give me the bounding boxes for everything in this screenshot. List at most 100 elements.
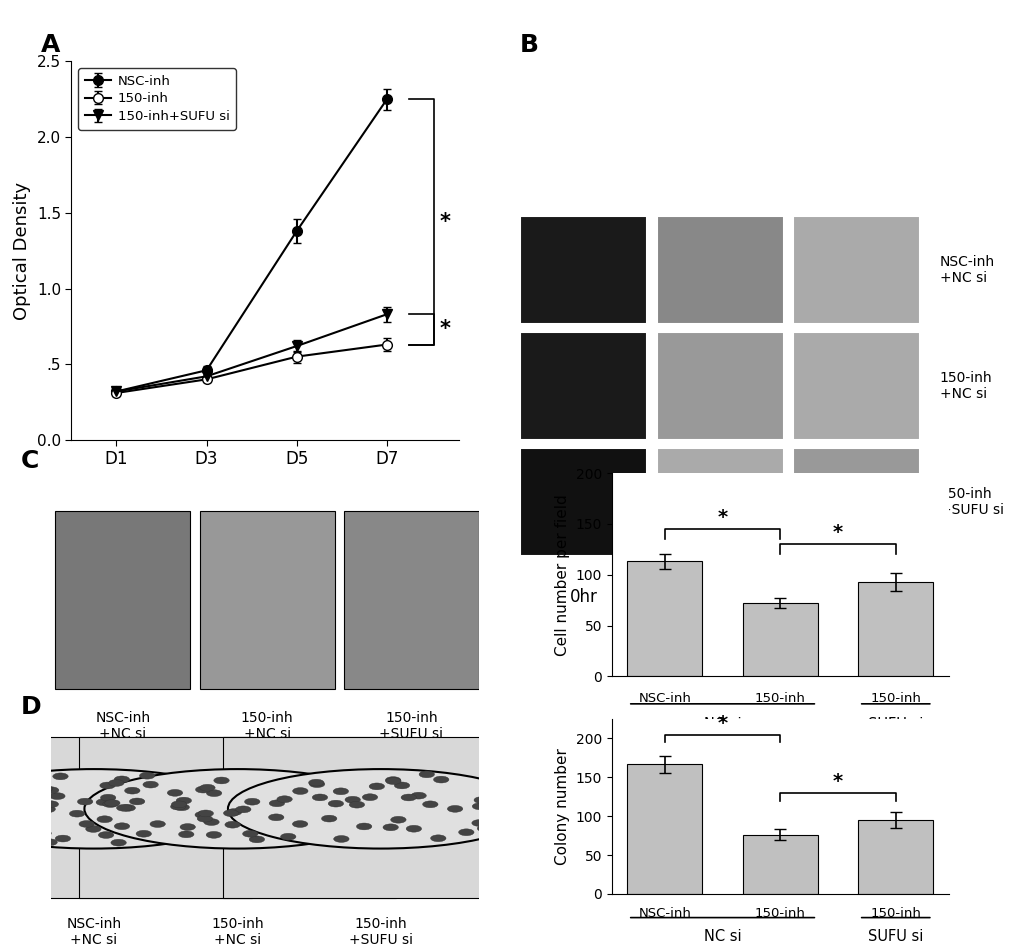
Circle shape — [348, 801, 364, 808]
Circle shape — [136, 831, 152, 837]
Ellipse shape — [0, 769, 247, 849]
FancyBboxPatch shape — [520, 448, 647, 556]
Circle shape — [0, 780, 15, 786]
Circle shape — [206, 832, 221, 838]
Circle shape — [344, 797, 360, 803]
Circle shape — [195, 812, 210, 818]
Circle shape — [276, 796, 292, 802]
Text: NC si: NC si — [703, 717, 741, 732]
Circle shape — [214, 777, 229, 784]
Circle shape — [333, 788, 348, 795]
Text: 150-inh: 150-inh — [754, 907, 805, 920]
Circle shape — [111, 839, 126, 846]
FancyBboxPatch shape — [200, 511, 334, 689]
Circle shape — [400, 794, 416, 801]
Circle shape — [43, 801, 58, 808]
Text: NSC-inh
+NC si: NSC-inh +NC si — [66, 917, 121, 946]
Text: 24hr: 24hr — [700, 588, 739, 606]
Circle shape — [100, 795, 116, 801]
Text: 150-inh
+SUFU si: 150-inh +SUFU si — [348, 917, 413, 946]
Bar — [742, 604, 817, 676]
Text: *: * — [833, 772, 843, 791]
Text: 48hr: 48hr — [837, 588, 875, 606]
Circle shape — [105, 799, 120, 806]
Circle shape — [36, 830, 51, 836]
Circle shape — [42, 839, 57, 846]
Text: 150-inh
+NC si: 150-inh +NC si — [240, 711, 293, 741]
Circle shape — [472, 803, 487, 810]
Circle shape — [196, 786, 211, 793]
Circle shape — [356, 823, 372, 830]
Circle shape — [447, 805, 463, 813]
Circle shape — [503, 821, 519, 828]
Circle shape — [116, 804, 131, 812]
Circle shape — [150, 820, 165, 828]
Circle shape — [328, 800, 343, 807]
Circle shape — [197, 815, 212, 822]
Circle shape — [143, 781, 158, 788]
Text: 0hr: 0hr — [570, 588, 597, 606]
Circle shape — [33, 796, 48, 802]
Circle shape — [390, 816, 406, 823]
Circle shape — [114, 823, 129, 830]
Circle shape — [100, 782, 115, 789]
Circle shape — [140, 772, 155, 780]
Text: NSC-inh
+NC si: NSC-inh +NC si — [95, 711, 150, 741]
Circle shape — [382, 824, 398, 831]
Circle shape — [369, 783, 384, 790]
Circle shape — [499, 812, 516, 819]
FancyBboxPatch shape — [78, 737, 395, 898]
Circle shape — [422, 801, 437, 808]
Circle shape — [53, 773, 68, 780]
Circle shape — [69, 810, 85, 817]
Text: 150-inh: 150-inh — [869, 907, 920, 920]
Legend: NSC-inh, 150-inh, 150-inh+SUFU si: NSC-inh, 150-inh, 150-inh+SUFU si — [77, 68, 235, 130]
Circle shape — [120, 804, 136, 812]
FancyBboxPatch shape — [793, 448, 919, 556]
Y-axis label: Colony number: Colony number — [554, 748, 570, 865]
Circle shape — [505, 791, 521, 797]
Circle shape — [477, 825, 492, 832]
Circle shape — [198, 810, 213, 816]
Text: 150-inh
+SUFU si: 150-inh +SUFU si — [938, 487, 1003, 517]
Circle shape — [292, 788, 308, 795]
Circle shape — [309, 780, 324, 787]
Circle shape — [78, 820, 95, 828]
Circle shape — [223, 810, 238, 816]
Text: NSC-inh: NSC-inh — [638, 692, 691, 705]
Circle shape — [430, 835, 445, 842]
Circle shape — [411, 792, 426, 799]
Text: SUFU si: SUFU si — [867, 929, 922, 944]
Circle shape — [243, 831, 258, 837]
Text: *: * — [439, 320, 449, 340]
Circle shape — [385, 777, 400, 783]
FancyBboxPatch shape — [0, 737, 252, 898]
FancyBboxPatch shape — [656, 216, 784, 324]
Circle shape — [28, 778, 43, 784]
Circle shape — [472, 819, 487, 827]
Text: 150-inh: 150-inh — [754, 692, 805, 705]
Bar — [627, 764, 702, 894]
Circle shape — [97, 815, 112, 823]
Bar — [742, 835, 817, 894]
FancyBboxPatch shape — [55, 511, 191, 689]
Circle shape — [170, 803, 185, 810]
Circle shape — [249, 836, 264, 843]
Text: NSC-inh: NSC-inh — [638, 907, 691, 920]
Circle shape — [77, 798, 93, 805]
Circle shape — [174, 804, 190, 811]
Circle shape — [474, 797, 489, 803]
Circle shape — [385, 778, 400, 784]
FancyBboxPatch shape — [656, 332, 784, 440]
Text: *: * — [833, 523, 843, 542]
Circle shape — [269, 800, 284, 807]
Text: D: D — [20, 695, 41, 719]
Circle shape — [30, 824, 45, 832]
Circle shape — [34, 804, 49, 811]
Circle shape — [178, 831, 194, 838]
Circle shape — [226, 809, 242, 815]
Circle shape — [485, 821, 500, 828]
Text: 150-inh
+NC si: 150-inh +NC si — [211, 917, 263, 946]
Circle shape — [176, 797, 192, 804]
Circle shape — [5, 787, 20, 794]
